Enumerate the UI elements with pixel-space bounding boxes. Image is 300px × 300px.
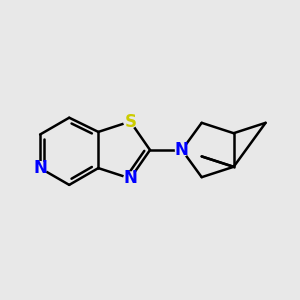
Text: N: N xyxy=(175,141,189,159)
Circle shape xyxy=(34,162,46,175)
Text: S: S xyxy=(124,112,136,130)
Text: N: N xyxy=(123,169,137,188)
Text: N: N xyxy=(33,159,47,177)
Circle shape xyxy=(124,115,137,128)
Circle shape xyxy=(124,172,137,185)
Circle shape xyxy=(176,143,188,157)
